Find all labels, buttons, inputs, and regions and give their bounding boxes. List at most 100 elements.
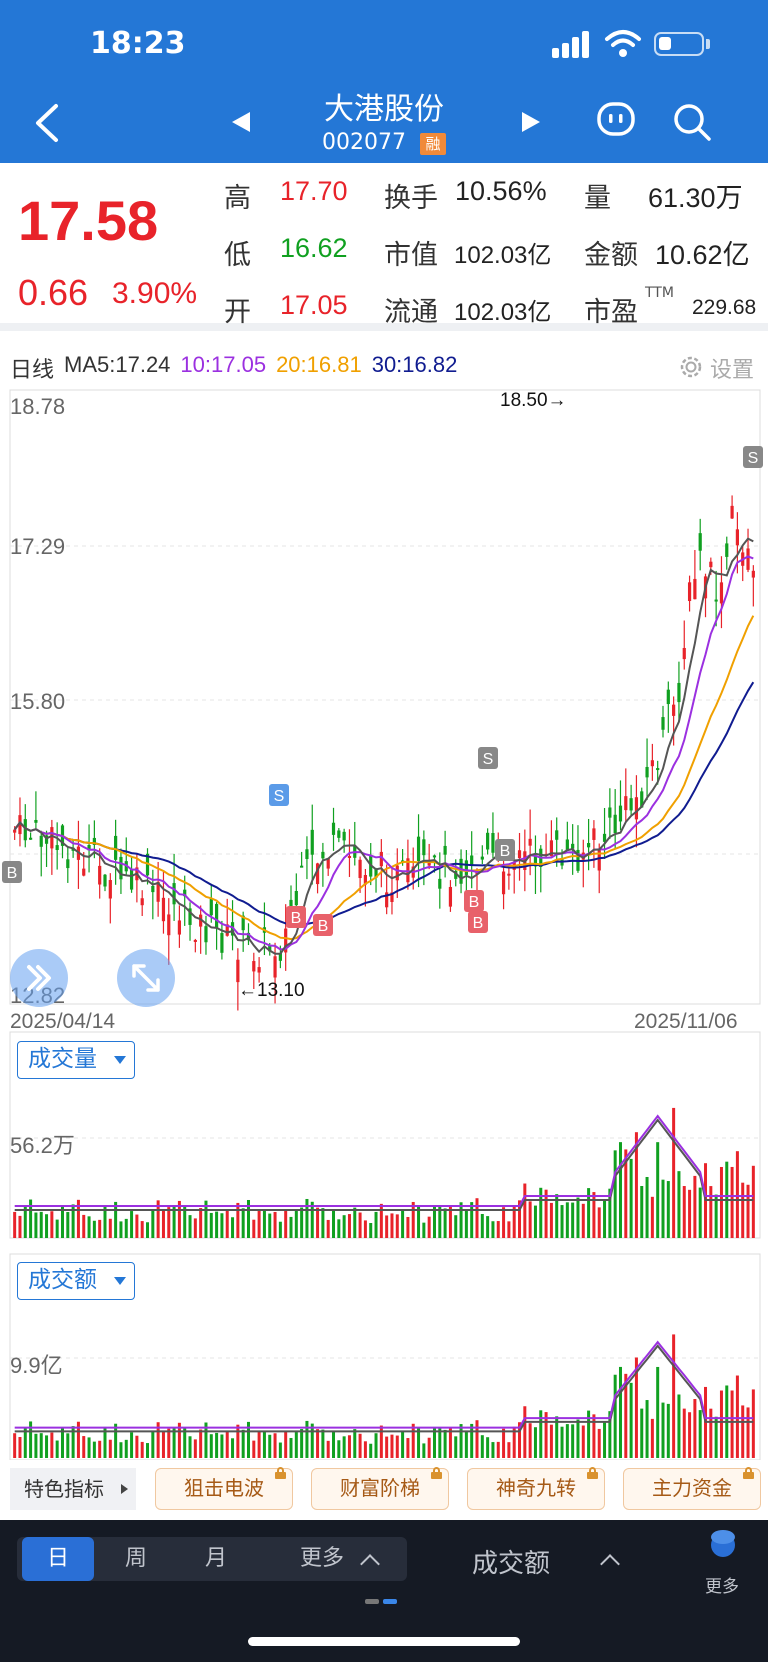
volume-bar	[571, 1202, 575, 1238]
kline-candle	[44, 835, 49, 844]
kline-frame	[9, 389, 761, 1005]
volume-bar	[603, 1200, 607, 1238]
metric-selector[interactable]: 成交额	[472, 1549, 551, 1579]
volume-bar	[448, 1206, 452, 1238]
amount-bar	[108, 1439, 112, 1458]
open-value: 17.05	[280, 290, 348, 320]
expand-indicators-button[interactable]	[10, 949, 68, 1007]
amount-bar	[273, 1433, 277, 1458]
volume-bar	[693, 1175, 697, 1238]
feature-button-2[interactable]: 财富阶梯	[311, 1467, 449, 1510]
amount-bar	[454, 1436, 458, 1458]
kline-candle	[698, 533, 702, 551]
volume-frame	[9, 1031, 761, 1239]
volume-bar	[252, 1219, 256, 1238]
volume-bar	[432, 1205, 436, 1238]
feature-button-4[interactable]: 主力资金	[623, 1467, 761, 1510]
gear-icon[interactable]	[676, 352, 706, 382]
volume-bar	[555, 1194, 559, 1238]
more-label[interactable]: 更多	[705, 1577, 739, 1597]
prev-stock-icon[interactable]	[232, 112, 250, 132]
volume-selector[interactable]: 成交量	[17, 1041, 135, 1079]
feature-button-3[interactable]: 神奇九转	[467, 1467, 605, 1510]
amount-bar	[422, 1443, 426, 1458]
kline-candle	[119, 856, 123, 880]
message-icon[interactable]	[597, 102, 635, 138]
period-tab-month[interactable]: 月	[204, 1546, 227, 1571]
next-stock-icon[interactable]	[522, 112, 540, 132]
kline-candle	[268, 945, 272, 952]
volume-bar	[146, 1222, 150, 1238]
period-tab-week[interactable]: 周	[124, 1546, 147, 1571]
amount-bar	[533, 1427, 537, 1458]
settings-button[interactable]: 设置	[710, 358, 755, 383]
more-icon[interactable]	[710, 1527, 736, 1563]
amount-bar	[528, 1423, 532, 1458]
volume-bar	[225, 1209, 229, 1238]
amount-bar	[252, 1440, 256, 1458]
amount-bar	[310, 1423, 314, 1458]
back-icon[interactable]	[28, 100, 68, 146]
cellular-signal-icon	[552, 30, 594, 58]
amount-bar	[284, 1430, 288, 1458]
kline-candle	[156, 881, 160, 902]
kline-candle	[640, 791, 644, 808]
feature-button-1[interactable]: 狙击电波	[155, 1467, 293, 1510]
amount-bar	[146, 1443, 150, 1458]
ma30-line	[13, 681, 755, 927]
pe-label: 市盈	[584, 297, 638, 328]
kline-candle	[751, 570, 755, 578]
volume-bar	[751, 1165, 755, 1238]
amount-bar	[475, 1420, 479, 1458]
amount-bar	[507, 1442, 511, 1458]
period-tab-more[interactable]: 更多	[299, 1546, 344, 1571]
amount-bar	[571, 1424, 575, 1458]
kline-candle	[406, 858, 410, 883]
kline-candle	[161, 897, 166, 922]
kline-candle	[337, 830, 341, 838]
kline-candle	[693, 578, 697, 600]
volume-bar	[741, 1182, 745, 1238]
amount-selector[interactable]: 成交额	[17, 1262, 135, 1300]
amount-bar	[512, 1426, 516, 1458]
amount-bar	[401, 1431, 405, 1458]
kline-candle	[29, 837, 33, 840]
kline-candle	[177, 920, 181, 935]
amount-bar	[50, 1432, 54, 1458]
volume-bar	[337, 1219, 341, 1238]
feature-button-label: 财富阶梯	[340, 1476, 420, 1500]
amount-bar	[470, 1423, 474, 1458]
volume-bar	[592, 1192, 596, 1238]
search-icon[interactable]	[672, 102, 712, 142]
float-cap-value: 102.03亿	[454, 299, 552, 326]
lock-icon	[275, 1467, 286, 1479]
amount-bar	[438, 1427, 442, 1458]
amount-bar	[650, 1418, 654, 1458]
ma20-label: 20:16.81	[276, 352, 362, 377]
amount-bar	[464, 1430, 468, 1458]
volume-bar	[379, 1203, 383, 1238]
fullscreen-button[interactable]	[117, 949, 175, 1007]
volume-bar	[411, 1201, 415, 1238]
kline-candle	[225, 924, 229, 936]
feature-indicators-button[interactable]: 特色指标	[10, 1468, 136, 1510]
volume-bar	[300, 1207, 304, 1238]
period-tab-day[interactable]: 日	[22, 1537, 94, 1581]
kline-candle	[486, 832, 490, 850]
kline-candle	[491, 832, 495, 853]
amount-bar	[608, 1411, 612, 1458]
volume-bar	[608, 1188, 612, 1238]
amount-bar	[82, 1436, 86, 1458]
volume-bar	[624, 1149, 628, 1238]
volume-bar	[475, 1198, 479, 1238]
high-value: 17.70	[280, 176, 348, 206]
signal-marker-label: B	[291, 910, 302, 927]
ma10-line	[13, 555, 754, 951]
amount-bar	[523, 1406, 527, 1458]
volume-bar	[55, 1219, 59, 1238]
volume-bar	[45, 1214, 49, 1238]
amount-bar	[544, 1412, 548, 1458]
volume-bar	[172, 1206, 176, 1238]
volume-bar	[363, 1220, 367, 1238]
